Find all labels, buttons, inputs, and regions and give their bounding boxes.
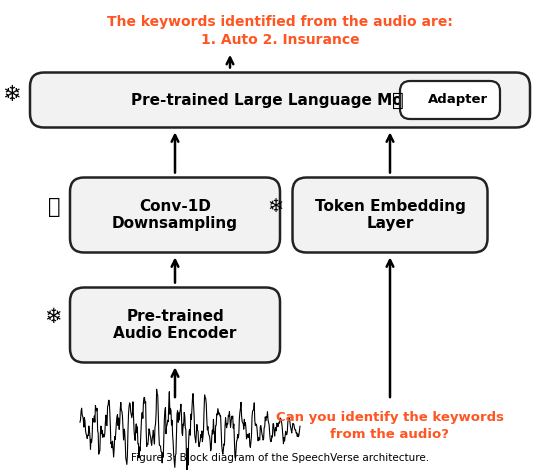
Text: 🔥: 🔥 <box>392 91 404 110</box>
Text: Pre-trained Large Language Model: Pre-trained Large Language Model <box>131 93 429 108</box>
Text: 1. Auto 2. Insurance: 1. Auto 2. Insurance <box>200 33 360 47</box>
FancyBboxPatch shape <box>70 288 280 362</box>
Text: 🔥: 🔥 <box>48 197 60 217</box>
FancyBboxPatch shape <box>400 81 500 119</box>
Text: from the audio?: from the audio? <box>330 429 450 441</box>
Text: The keywords identified from the audio are:: The keywords identified from the audio a… <box>107 15 453 29</box>
FancyBboxPatch shape <box>70 178 280 252</box>
Text: Conv-1D
Downsampling: Conv-1D Downsampling <box>112 199 238 231</box>
FancyBboxPatch shape <box>292 178 488 252</box>
Text: Adapter: Adapter <box>428 94 488 107</box>
Text: Pre-trained
Audio Encoder: Pre-trained Audio Encoder <box>113 309 237 341</box>
Text: ❄️: ❄️ <box>3 85 21 105</box>
Text: Figure 3: Block diagram of the SpeechVerse architecture.: Figure 3: Block diagram of the SpeechVer… <box>131 453 429 463</box>
Text: Can you identify the keywords: Can you identify the keywords <box>276 412 504 424</box>
FancyBboxPatch shape <box>30 72 530 127</box>
Text: ❄️: ❄️ <box>268 197 284 217</box>
Text: Token Embedding
Layer: Token Embedding Layer <box>315 199 465 231</box>
Text: ❄️: ❄️ <box>45 307 63 327</box>
